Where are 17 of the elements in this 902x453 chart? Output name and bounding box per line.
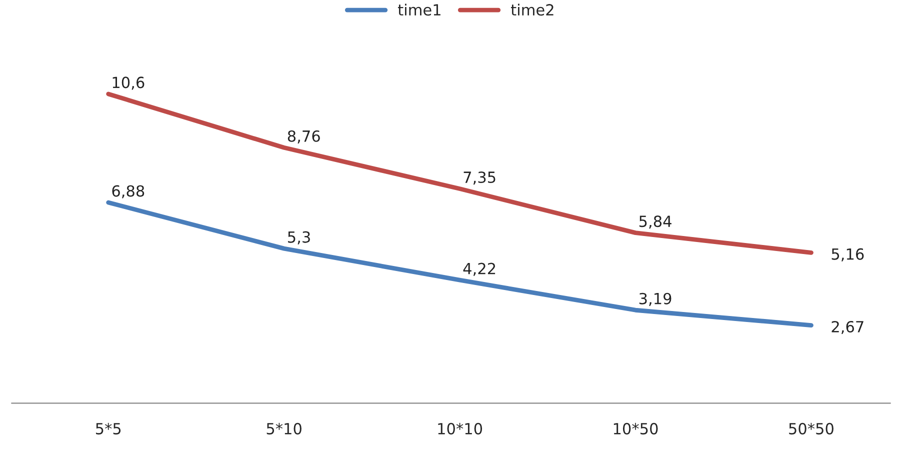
data-label: 3,19 (639, 292, 672, 306)
data-label: 10,6 (112, 76, 144, 90)
data-label: 7,35 (464, 171, 496, 185)
data-label: 8,76 (288, 130, 320, 144)
data-label: 5,84 (639, 216, 672, 229)
x-tick-label: 10*50 (614, 422, 658, 434)
data-label: 5,3 (288, 231, 310, 244)
x-tick-label: 50*50 (789, 422, 834, 434)
data-label: 6,88 (112, 185, 144, 198)
data-label: 5,16 (832, 248, 864, 262)
x-tick-label: 5*5 (96, 422, 121, 434)
x-tick-label: 10*10 (438, 422, 482, 434)
data-label: 4,22 (463, 262, 496, 276)
x-tick-label: 5*10 (266, 422, 302, 434)
data-label: 2,67 (832, 320, 864, 334)
legend-label: time1 (398, 4, 440, 16)
legend-label: time2 (510, 4, 554, 16)
